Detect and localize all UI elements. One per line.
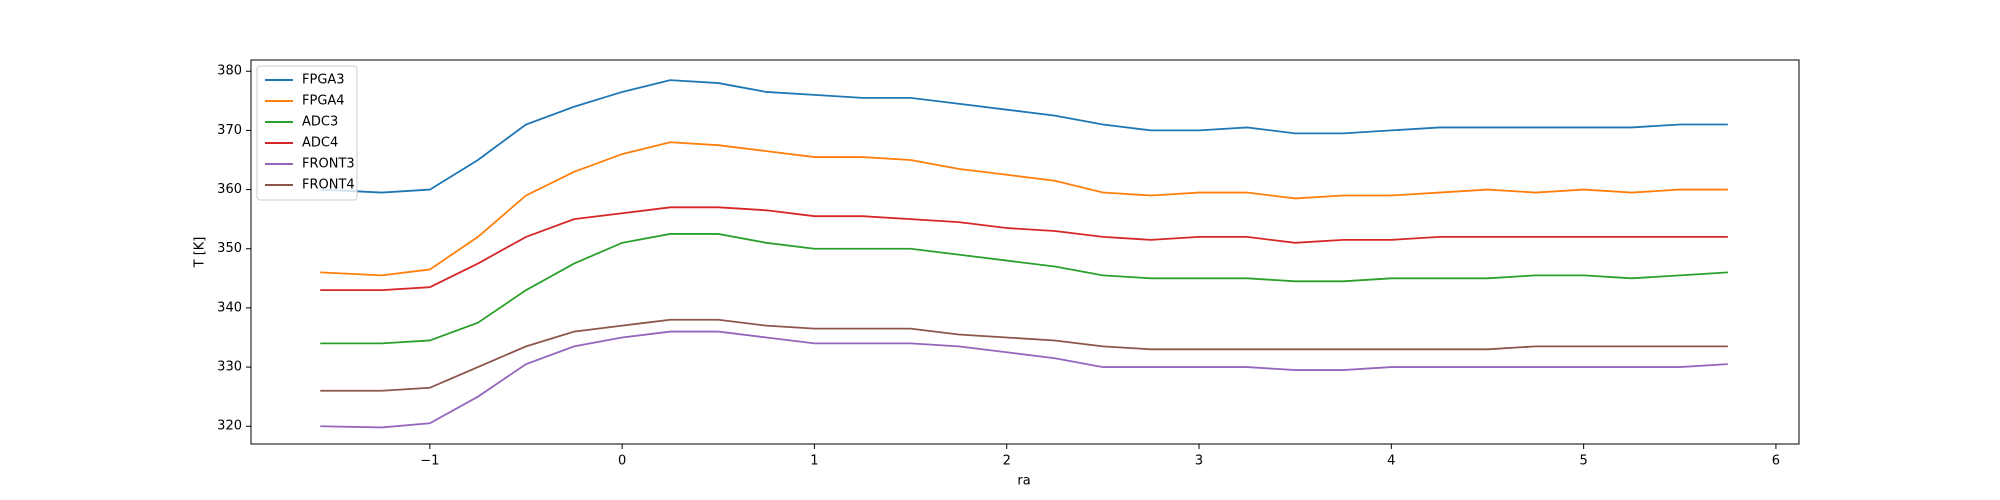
x-axis-label: ra xyxy=(1017,474,1030,489)
x-tick-label: 0 xyxy=(618,454,626,469)
x-tick-label: 4 xyxy=(1387,454,1395,469)
y-tick-label: 350 xyxy=(217,241,242,256)
y-tick-label: 320 xyxy=(217,419,242,434)
y-tick-label: 380 xyxy=(217,64,242,79)
x-tick-label: −1 xyxy=(420,454,439,469)
x-tick-label: 5 xyxy=(1579,454,1587,469)
series-line xyxy=(320,318,1728,392)
x-tick-label: 6 xyxy=(1772,454,1780,469)
legend-label: FPGA3 xyxy=(302,73,345,88)
x-tick-label: 1 xyxy=(810,454,818,469)
plot-frame xyxy=(250,59,1800,445)
legend-box xyxy=(256,65,358,201)
x-tick-label: 2 xyxy=(1003,454,1011,469)
legend-label: ADC3 xyxy=(302,115,338,130)
x-tick-label: 3 xyxy=(1195,454,1203,469)
legend-label: ADC4 xyxy=(302,136,338,151)
series-line xyxy=(320,141,1728,277)
series-line xyxy=(320,233,1728,345)
y-tick-label: 370 xyxy=(217,123,242,138)
y-axis-label: T [K] xyxy=(193,237,208,269)
series-line xyxy=(320,206,1728,292)
legend-label: FPGA4 xyxy=(302,94,345,109)
y-tick-label: 340 xyxy=(217,300,242,315)
series-line xyxy=(320,330,1728,429)
y-tick-label: 330 xyxy=(217,360,242,375)
series-line xyxy=(320,79,1728,194)
legend-label: FRONT4 xyxy=(302,178,355,193)
legend-label: FRONT3 xyxy=(302,157,355,172)
y-tick-label: 360 xyxy=(217,182,242,197)
